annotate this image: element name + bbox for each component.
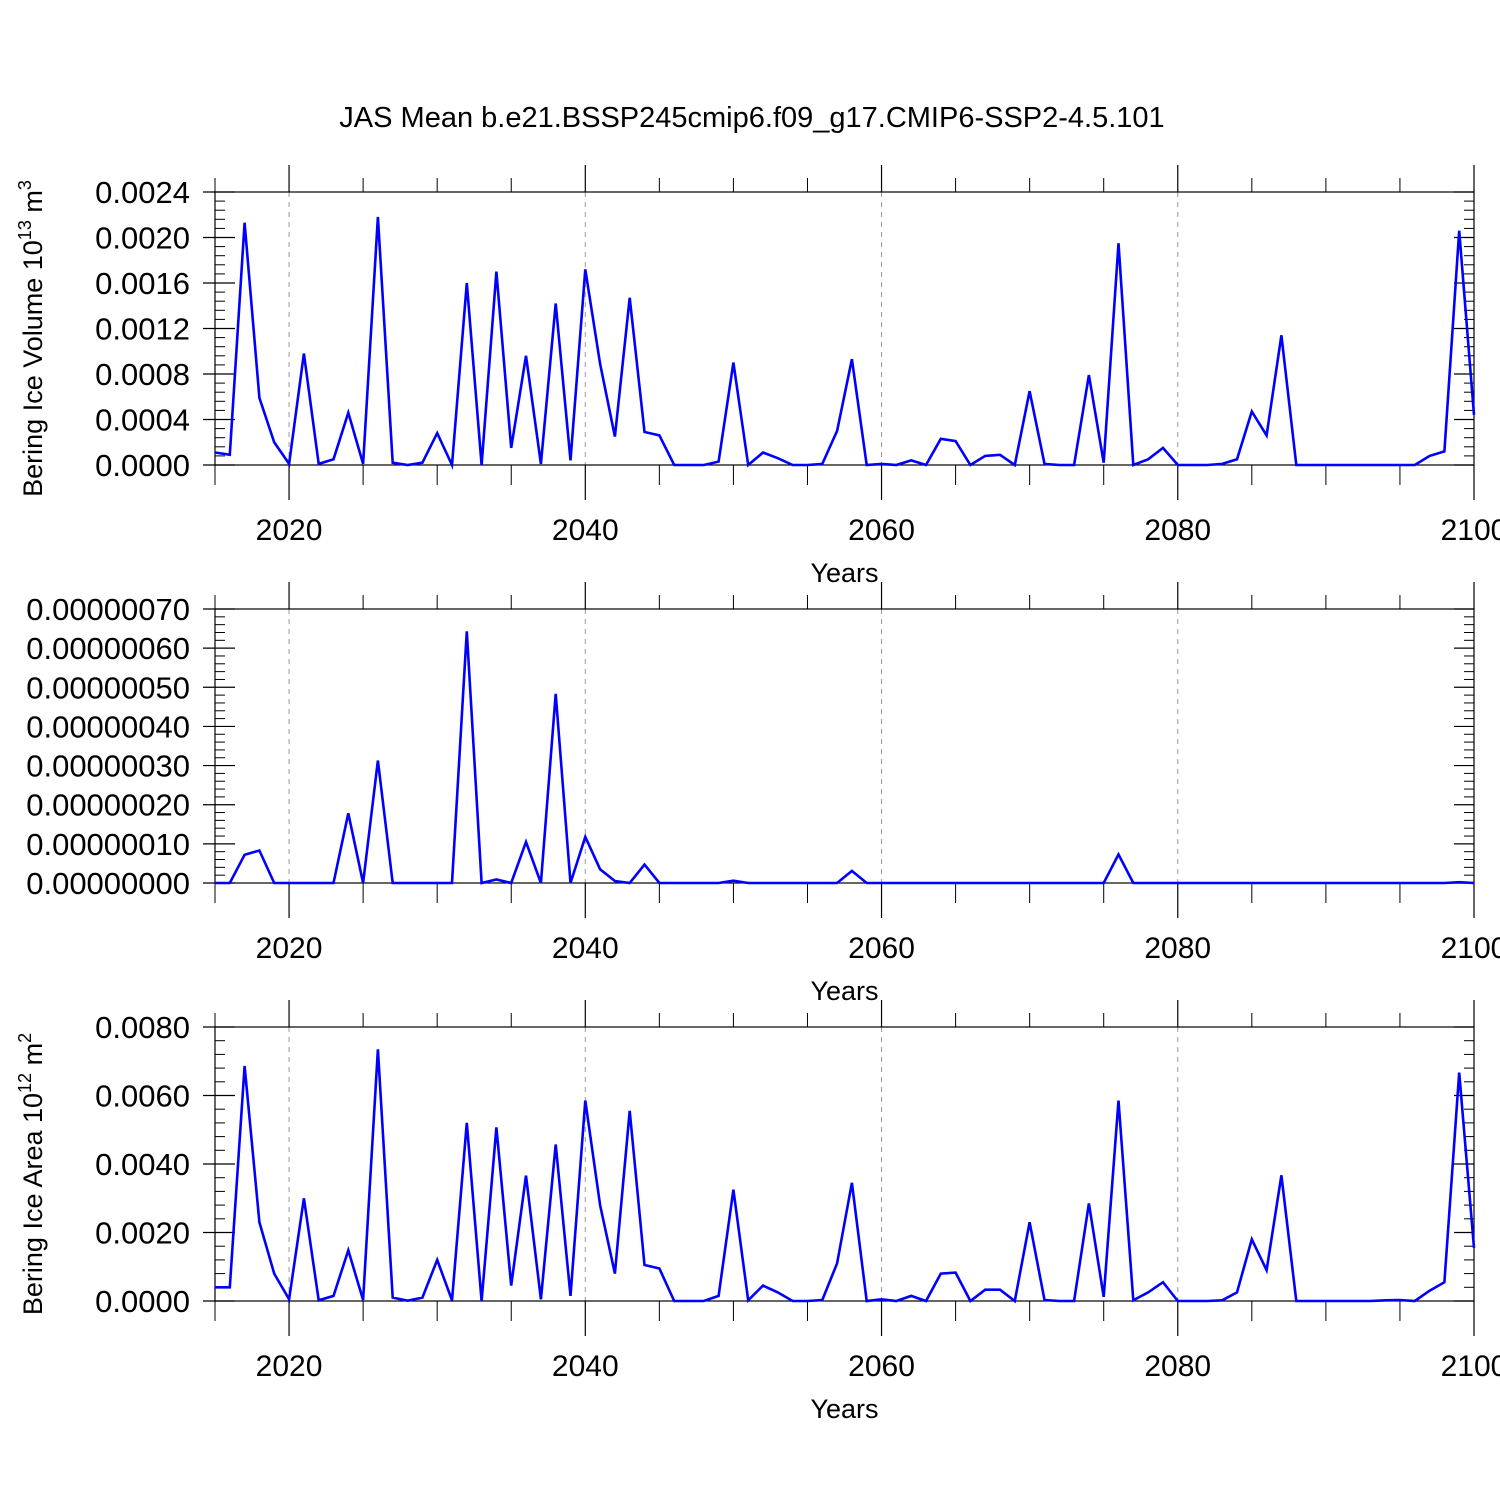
y-tick-label: 0.00000050 (26, 670, 190, 705)
series-line (214, 216, 1476, 471)
x-tick-label: 2100 (1441, 514, 1500, 547)
x-tick-label: 2060 (848, 932, 915, 965)
chart-panel-2: 2020 2040 2060 2080 2100 0.00000000 0.00000010… (26, 582, 1500, 1006)
y-axis-label-unit: m (18, 190, 48, 220)
y-tick-label: 0.0060 (95, 1079, 190, 1114)
y-axis-label-main: Bering Ice Area 10 (18, 1093, 48, 1315)
x-tick-label: 2020 (256, 932, 323, 965)
y-tick-label: 0.00000030 (26, 749, 190, 784)
y-tick-label: 0.00000060 (26, 631, 190, 666)
y-axis-label-unit-exponent: 3 (15, 180, 35, 190)
y-tick-label: 0.0000 (95, 1284, 190, 1319)
y-tick-label: 0.0020 (95, 1216, 190, 1251)
plot-frame (214, 1026, 1475, 1302)
y-axis-label-unit: m (18, 1043, 48, 1073)
y-tick-label: 0.0080 (95, 1010, 190, 1045)
y-tick-label: 0.0016 (95, 266, 190, 301)
y-tick-label: 0.00000040 (26, 709, 190, 744)
y-axis-label-exponent: 13 (15, 220, 35, 240)
y-axis-label-exponent: 12 (15, 1073, 35, 1093)
y-tick-label: 0.00000010 (26, 827, 190, 862)
x-tick-label: 2080 (1144, 1350, 1211, 1383)
y-tick-label: 0.0004 (95, 403, 190, 438)
y-axis-label-unit-exponent: 2 (15, 1033, 35, 1043)
plot-frame (214, 191, 1475, 466)
series-line (215, 631, 1475, 885)
y-axis-label-main: Bering Ice Volume 10 (18, 240, 48, 497)
x-tick-label: 2040 (552, 932, 619, 965)
x-axis-label: Years (810, 976, 878, 1006)
y-tick-label: 0.0040 (95, 1147, 190, 1182)
x-tick-label: 2040 (552, 514, 619, 547)
y-tick-label: 0.0000 (95, 448, 190, 483)
x-tick-label: 2060 (848, 514, 915, 547)
y-tick-label: 0.00000020 (26, 788, 190, 823)
x-tick-label: 2080 (1144, 514, 1211, 547)
x-axis-label: Years (810, 1394, 878, 1424)
y-tick-label: 0.0020 (95, 221, 190, 256)
chart-panel-1: 2020 2040 2060 2080 2100 0.0000 0.0004 0.0008 0.… (15, 165, 1500, 588)
plot-frame (214, 608, 1475, 884)
x-tick-label: 2060 (848, 1350, 915, 1383)
y-tick-label: 0.0012 (95, 312, 190, 347)
y-tick-label: 0.00000070 (26, 592, 190, 627)
y-tick-label: 0.00000000 (26, 866, 190, 901)
x-axis-label: Years (810, 558, 878, 588)
chart-panel-3: 2020 2040 2060 2080 2100 0.0000 0.0020 0.0040 0.… (15, 1000, 1500, 1424)
x-tick-label: 2100 (1441, 1350, 1500, 1383)
y-tick-label: 0.0024 (95, 175, 190, 210)
series-line (215, 1049, 1476, 1304)
y-tick-label: 0.0008 (95, 357, 190, 392)
x-tick-label: 2020 (256, 514, 323, 547)
x-tick-label: 2020 (256, 1350, 323, 1383)
x-tick-label: 2080 (1144, 932, 1211, 965)
x-tick-label: 2100 (1441, 932, 1500, 965)
y-axis-label: Bering Ice Area 1012 m2 (15, 1033, 48, 1315)
figure-title: JAS Mean b.e21.BSSP245cmip6.f09_g17.CMIP… (339, 102, 1164, 134)
y-axis-label: Bering Ice Volume 1013 m3 (15, 180, 48, 497)
x-tick-label: 2040 (552, 1350, 619, 1383)
